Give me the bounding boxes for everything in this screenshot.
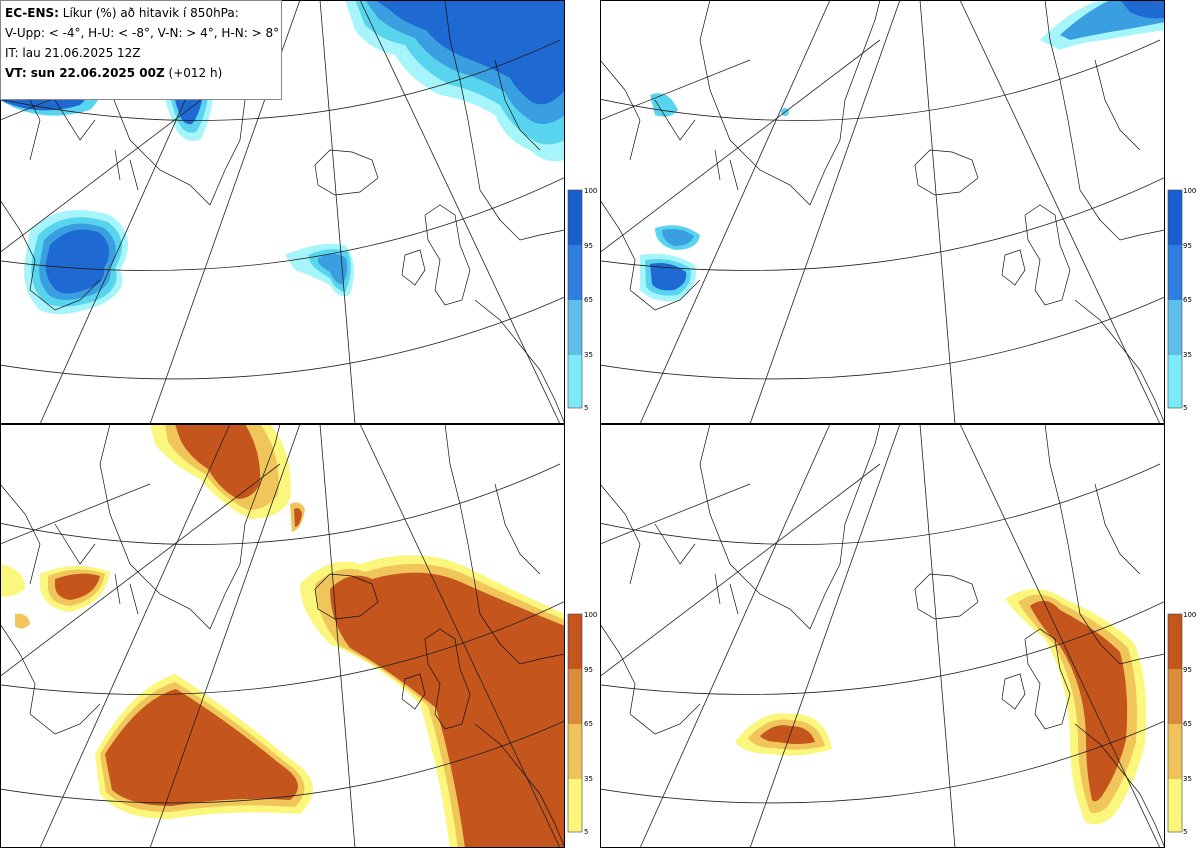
colorbar-tick: 95 bbox=[1183, 666, 1192, 674]
colorbar-tick: 35 bbox=[584, 351, 593, 359]
colorbar-tick: 95 bbox=[584, 666, 593, 674]
colorbar-tick: 100 bbox=[584, 611, 597, 619]
init-time: IT: lau 21.06.2025 12Z bbox=[5, 46, 141, 60]
cold-region-labrador bbox=[24, 210, 128, 314]
warm-region-iceland-north bbox=[290, 502, 305, 532]
colorbar-tick: 35 bbox=[584, 775, 593, 783]
colorbar-bottom-left: 100 95 65 35 5 bbox=[567, 611, 597, 836]
cold-region-mid-atlantic bbox=[285, 243, 354, 297]
cold-region-labrador-small bbox=[640, 225, 700, 302]
colorbar-tick: 35 bbox=[1183, 351, 1192, 359]
warm-region-atlantic-small bbox=[735, 713, 832, 756]
colorbar-tick: 100 bbox=[1183, 187, 1196, 195]
colorbar-tick: 65 bbox=[1183, 720, 1192, 728]
colorbar-tick: 65 bbox=[584, 720, 593, 728]
warm-region-atlantic bbox=[95, 674, 313, 819]
panel-bottom-right bbox=[600, 424, 1165, 848]
warm-region-europe bbox=[300, 555, 565, 848]
cold-region-baffin bbox=[650, 93, 678, 117]
info-box: EC-ENS: Líkur (%) að hitavik í 850hPa: V… bbox=[0, 0, 282, 100]
colorbar-tick: 100 bbox=[1183, 611, 1196, 619]
model-label: EC-ENS: bbox=[5, 6, 59, 20]
warm-region-hudson bbox=[0, 564, 30, 629]
cold-region-svalbard bbox=[1040, 0, 1165, 50]
panel-bottom-left bbox=[0, 424, 565, 848]
colorbar-tick: 35 bbox=[1183, 775, 1192, 783]
colorbar-tick: 95 bbox=[1183, 242, 1192, 250]
info-title-line: EC-ENS: Líkur (%) að hitavik í 850hPa: bbox=[5, 3, 277, 23]
panel-top-left bbox=[0, 0, 565, 424]
colorbar-tick: 5 bbox=[1183, 828, 1187, 836]
description: Líkur (%) að hitavik í 850hPa: bbox=[62, 6, 239, 20]
colorbar-tick: 100 bbox=[584, 187, 597, 195]
valid-time-line: VT: sun 22.06.2025 00Z (+012 h) bbox=[5, 63, 277, 83]
colorbar-tick: 5 bbox=[584, 828, 588, 836]
colorbar-tick: 65 bbox=[584, 296, 593, 304]
colorbar-top-right: 100 95 65 35 5 bbox=[1167, 187, 1196, 412]
warm-region-labrador bbox=[40, 565, 110, 612]
colorbar-top-left: 100 95 65 35 5 bbox=[567, 187, 597, 412]
thresholds: V-Upp: < -4°, H-U: < -8°, V-N: > 4°, H-N… bbox=[5, 26, 280, 40]
colorbar-tick: 95 bbox=[584, 242, 593, 250]
colorbar-bottom-right: 100 95 65 35 5 bbox=[1167, 611, 1196, 836]
warm-region-europe-band bbox=[1005, 589, 1147, 825]
colorbar-tick: 5 bbox=[1183, 404, 1187, 412]
valid-time: VT: sun 22.06.2025 00Z bbox=[5, 66, 165, 80]
panel-top-right bbox=[600, 0, 1165, 424]
cold-region-scandinavia bbox=[345, 0, 565, 162]
colorbar-tick: 5 bbox=[584, 404, 588, 412]
lead-time: (+012 h) bbox=[168, 66, 223, 80]
colorbar-tick: 65 bbox=[1183, 296, 1192, 304]
